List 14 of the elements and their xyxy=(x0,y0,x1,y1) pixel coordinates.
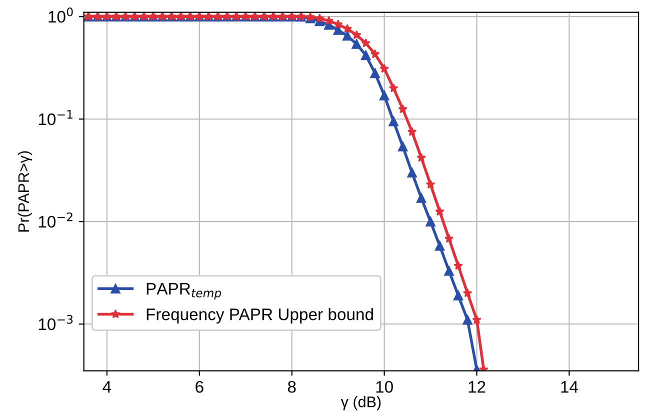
y-tick-label: 10$^{−1}$ xyxy=(38,110,72,126)
x-axis-title: γ (dB) xyxy=(340,396,381,410)
x-tick-label: 4 xyxy=(102,381,112,393)
legend-label: Frequency PAPR Upper bound xyxy=(146,308,373,324)
x-tick-label: 12 xyxy=(468,380,486,393)
y-axis-title: Pr(PAPR>γ) xyxy=(18,151,32,232)
x-tick-label: 10 xyxy=(376,380,393,393)
y-tick-label: 10$^{−2}$ xyxy=(38,212,72,228)
y-tick-label: 10$^{0}$ xyxy=(48,7,73,23)
x-tick-label: 6 xyxy=(196,380,204,393)
x-tick-label: 8 xyxy=(288,380,296,393)
legend-label: PAPR$_{temp}$ xyxy=(146,283,222,300)
y-tick-label: 10$^{−3}$ xyxy=(38,314,73,330)
x-tick-label: 14 xyxy=(561,381,578,393)
